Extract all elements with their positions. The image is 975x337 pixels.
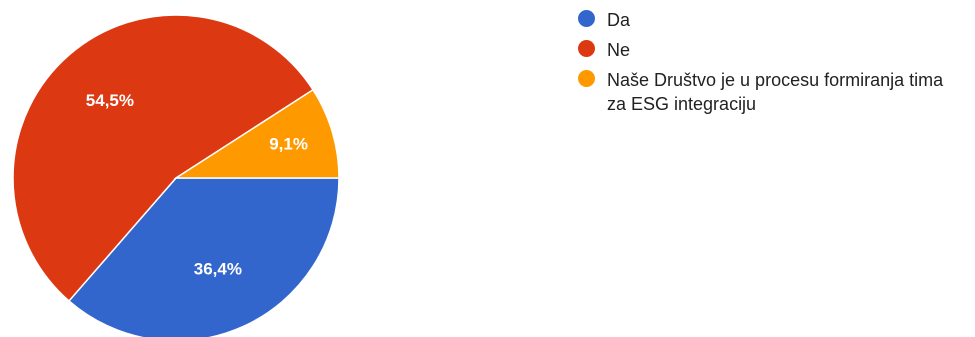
legend-label-da: Da [607, 10, 631, 30]
legend-item-esg-team[interactable]: Naše Društvo je u procesu formiranja tim… [578, 68, 968, 116]
legend-label-ne: Ne [607, 40, 631, 60]
pie-data-label-da: 36,4% [194, 259, 242, 278]
pie-slices [12, 14, 340, 337]
pie-slice-esg-team[interactable] [173, 88, 340, 179]
legend-swatch-esg-team [578, 70, 595, 87]
legend-swatch-da [578, 10, 595, 27]
pie-slice-ne[interactable] [12, 14, 315, 303]
legend: Da Ne Naše Društvo je u procesu formiran… [578, 8, 968, 122]
legend-label-esg-team: Naše Društvo je u procesu formiranja tim… [607, 70, 944, 114]
pie-data-label-esg-team: 9,1% [269, 134, 308, 153]
pie-data-label-ne: 54,5% [86, 91, 134, 110]
legend-swatch-ne [578, 40, 595, 57]
pie-labels: 36,4% 54,5% 9,1% [86, 91, 308, 278]
legend-item-ne[interactable]: Ne [578, 38, 968, 62]
legend-item-da[interactable]: Da [578, 8, 968, 32]
pie-slice-da[interactable] [67, 177, 340, 337]
